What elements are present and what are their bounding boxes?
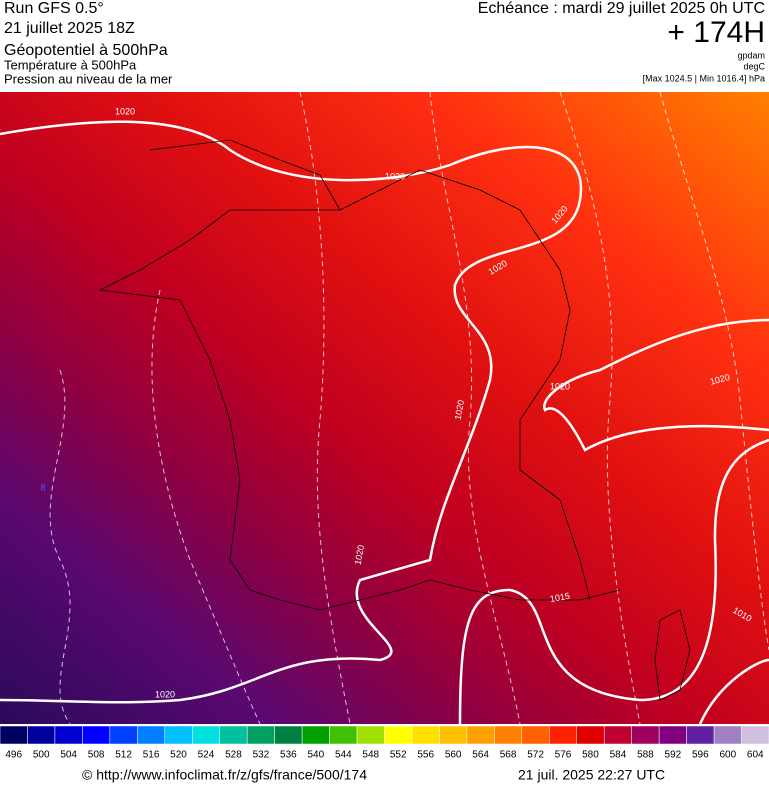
color-swatch (631, 725, 660, 745)
legend-label: 596 (692, 750, 709, 761)
color-swatch (54, 725, 83, 745)
legend-label: 532 (253, 750, 270, 761)
temperature-field (0, 92, 769, 724)
isobar-1020 (0, 120, 583, 704)
legend-label: 528 (225, 750, 242, 761)
legend-label: 592 (665, 750, 682, 761)
isobar-1020 (543, 318, 769, 452)
legend-label: 544 (335, 750, 352, 761)
legend-label: 572 (527, 750, 544, 761)
contour-label: 1020 (353, 544, 366, 565)
color-swatch (82, 725, 111, 745)
unit-label: degC (743, 61, 765, 71)
legend-label: 504 (60, 750, 77, 761)
color-swatch (192, 725, 220, 745)
color-swatch (0, 725, 28, 745)
contour-label: 1020 (155, 689, 175, 699)
legend-label: 556 (417, 750, 434, 761)
field-title: Géopotentiel à 500hPa (4, 42, 168, 59)
color-swatch (549, 725, 577, 745)
color-swatch (384, 725, 413, 745)
lead-time: + 174H (667, 16, 765, 49)
contour-label: 1020 (453, 399, 466, 420)
legend-label: 536 (280, 750, 297, 761)
color-swatch (109, 725, 138, 745)
color-swatch (713, 725, 742, 745)
color-swatch (741, 725, 769, 745)
color-swatch (439, 725, 468, 745)
geopotential-contours (49, 91, 769, 725)
color-swatch (27, 725, 56, 745)
legend-label: 516 (143, 750, 160, 761)
color-swatch (603, 725, 632, 745)
contour-label: 1020 (550, 381, 570, 391)
field-subtitle: Pression au niveau de la mer (4, 71, 173, 86)
run-date: 21 juillet 2025 18Z (4, 20, 135, 37)
field-subtitle: Température à 500hPa (4, 57, 137, 72)
color-swatch (329, 725, 358, 745)
isobar-1010 (698, 658, 769, 725)
legend-label: 520 (170, 750, 187, 761)
color-swatch (246, 725, 275, 745)
legend-label: 552 (390, 750, 407, 761)
color-swatch (686, 725, 715, 745)
legend-label: 560 (445, 750, 462, 761)
run-label: Run GFS 0.5° (4, 0, 104, 17)
contour-label: 1015 (549, 591, 570, 604)
color-swatch (576, 725, 605, 745)
color-swatch (274, 725, 303, 745)
color-swatch (137, 725, 166, 745)
legend-label: 512 (115, 750, 132, 761)
contour-label: 8 (40, 482, 45, 492)
color-swatch (356, 725, 385, 745)
color-swatch (466, 725, 495, 745)
color-swatch (521, 725, 550, 745)
source-url: © http://www.infoclimat.fr/z/gfs/france/… (82, 767, 367, 783)
legend-label: 508 (88, 750, 105, 761)
legend-label: 588 (637, 750, 654, 761)
legend-label: 548 (362, 750, 379, 761)
legend-label: 600 (719, 750, 736, 761)
color-swatch (219, 725, 248, 745)
contour-label: 1020 (385, 171, 405, 181)
legend-label: 500 (33, 750, 50, 761)
header: Run GFS 0.5° 21 juillet 2025 18Z Géopote… (4, 0, 766, 86)
color-swatch (411, 725, 440, 745)
legend-label: 604 (747, 750, 764, 761)
color-swatch (658, 725, 687, 745)
isobars (0, 120, 769, 725)
legend-label: 524 (198, 750, 215, 761)
legend-label: 496 (5, 750, 22, 761)
footer: © http://www.infoclimat.fr/z/gfs/france/… (82, 767, 665, 783)
legend-label: 576 (555, 750, 572, 761)
coastlines-borders (98, 139, 691, 701)
legend-label: 580 (582, 750, 599, 761)
color-swatch (494, 725, 523, 745)
isobar-1015 (458, 438, 769, 725)
legend-label: 564 (472, 750, 489, 761)
valid-time: Echéance : mardi 29 juillet 2025 0h UTC (478, 0, 765, 17)
legend-label: 584 (610, 750, 627, 761)
contour-label: 1020 (115, 106, 135, 116)
legend-label: 568 (500, 750, 517, 761)
timestamp: 21 juil. 2025 22:27 UTC (518, 767, 665, 783)
legend-label: 540 (307, 750, 324, 761)
color-legend: 496 500 504 508 512 516 520 524 528 532 536 540 544 5… (0, 725, 769, 761)
color-swatch (301, 725, 330, 745)
pressure-range: [Max 1024.5 | Min 1016.4] hPa (643, 73, 765, 83)
unit-label: gpdam (737, 50, 765, 60)
color-swatch (164, 725, 193, 745)
